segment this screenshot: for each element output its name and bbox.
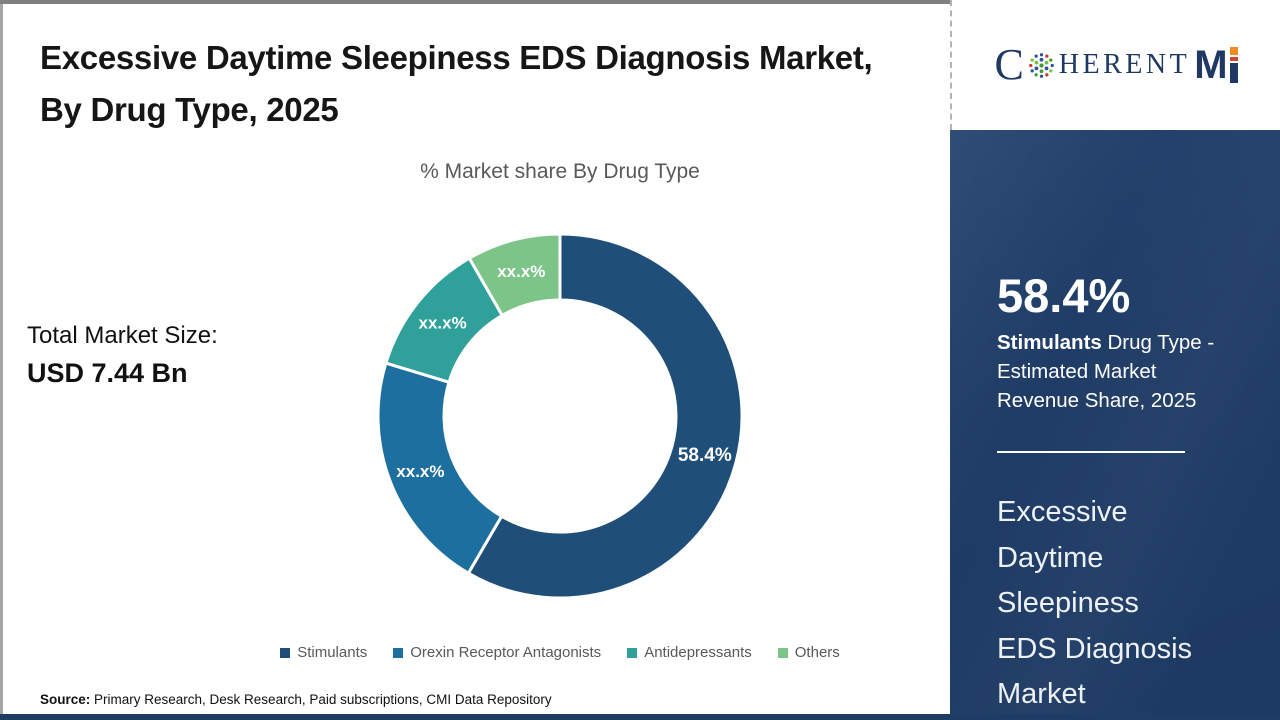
logo-card: C HERENT M [950,0,1280,130]
chart-subtitle: % Market share By Drug Type [420,160,700,183]
coherent-globe-icon [1025,49,1058,82]
stat-description: Stimulants Drug Type - Estimated Market … [997,328,1237,415]
source-label: Source: [40,692,91,707]
coherent-logo: C HERENT M [994,40,1238,89]
bottom-bar [0,714,1280,720]
total-market-size: Total Market Size: USD 7.44 Bn [27,322,218,389]
legend-label: Antidepressants [644,644,752,661]
sidebar: C HERENT M [950,0,1280,720]
logo-letter-c: C [994,40,1024,89]
legend-item-orexin-receptor-antagonists: Orexin Receptor Antagonists [393,644,601,661]
donut-chart: 58.4% xx.x% xx.x% xx.x% [360,216,760,616]
legend-item-stimulants: Stimulants [280,644,367,661]
segment-label-others: xx.x% [497,262,545,281]
legend-swatch-icon [393,647,404,658]
source-text: Primary Research, Desk Research, Paid su… [90,692,552,707]
legend-swatch-icon [280,647,291,658]
chart-legend: Stimulants Orexin Receptor Antagonists Ant… [170,644,950,661]
panel-title: Excessive Daytime Sleepiness EDS Diagnos… [997,496,1193,710]
logo-letter-m: M [1194,43,1227,87]
source-note: Source: Primary Research, Desk Research,… [40,692,552,707]
donut-svg: 58.4% xx.x% xx.x% xx.x% [376,232,744,600]
legend-item-antidepressants: Antidepressants [627,644,752,661]
segment-label-orexin-receptor-antagonists: xx.x% [396,462,444,481]
legend-label: Stimulants [297,644,368,661]
legend-label: Orexin Receptor Antagonists [410,644,602,661]
segment-label-stimulants: 58.4% [678,445,732,466]
legend-swatch-icon [777,647,788,658]
stats-panel: 58.4% Stimulants Drug Type - Estimated M… [950,130,1280,720]
logo-letters-herent: HERENT [1058,49,1191,80]
stat-description-rest: Drug Type - Estimated Market Revenue Sha… [997,331,1215,412]
market-size-value: USD 7.44 Bn [27,358,188,388]
logo-letter-i-icon [1229,47,1238,83]
page-title: Excessive Daytime Sleepiness EDS Diagnos… [40,39,873,128]
segment-label-antidepressants: xx.x% [418,314,466,333]
market-size-label: Total Market Size: [27,322,218,349]
main-area: Excessive Daytime Sleepiness EDS Diagnos… [27,39,950,707]
stat-value: 58.4% [997,269,1131,322]
legend-label: Others [794,644,840,661]
panel-divider [997,451,1185,453]
donut-segment-stimulants [466,232,744,600]
donut-segment-others [467,232,562,317]
legend-swatch-icon [627,647,638,658]
legend-item-others: Others [777,644,840,661]
stat-description-bold: Stimulants [997,331,1102,354]
